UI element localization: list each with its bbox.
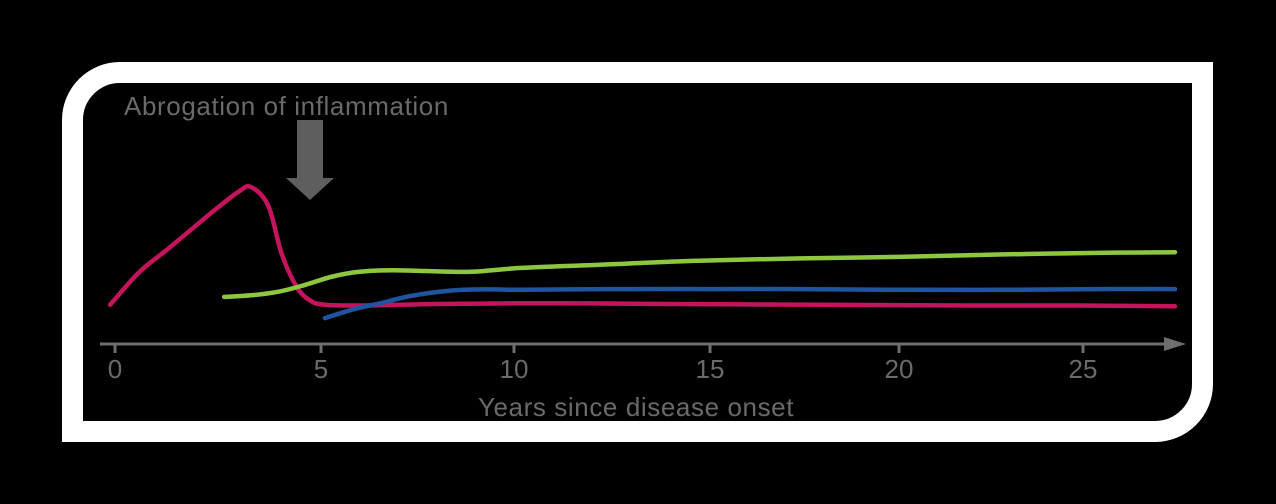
chart-curves	[107, 184, 1178, 321]
x-tick-label: 15	[696, 354, 725, 384]
magenta-curve	[107, 184, 1178, 309]
x-tick-label: 0	[108, 354, 122, 384]
x-axis-ticks: 0 5 10 15 20 25	[108, 344, 1098, 384]
x-axis-label: Years since disease onset	[477, 392, 795, 422]
x-tick-label: 25	[1069, 354, 1098, 384]
rounded-frame	[62, 62, 1213, 442]
x-axis-arrowhead-icon	[1164, 337, 1186, 351]
x-tick-label: 20	[885, 354, 914, 384]
green-curve	[221, 249, 1178, 300]
down-arrow-icon	[286, 120, 334, 200]
blue-curve	[322, 286, 1178, 321]
x-tick-label: 5	[314, 354, 328, 384]
x-tick-label: 10	[500, 354, 529, 384]
annotation-label: Abrogation of inflammation	[124, 91, 449, 121]
